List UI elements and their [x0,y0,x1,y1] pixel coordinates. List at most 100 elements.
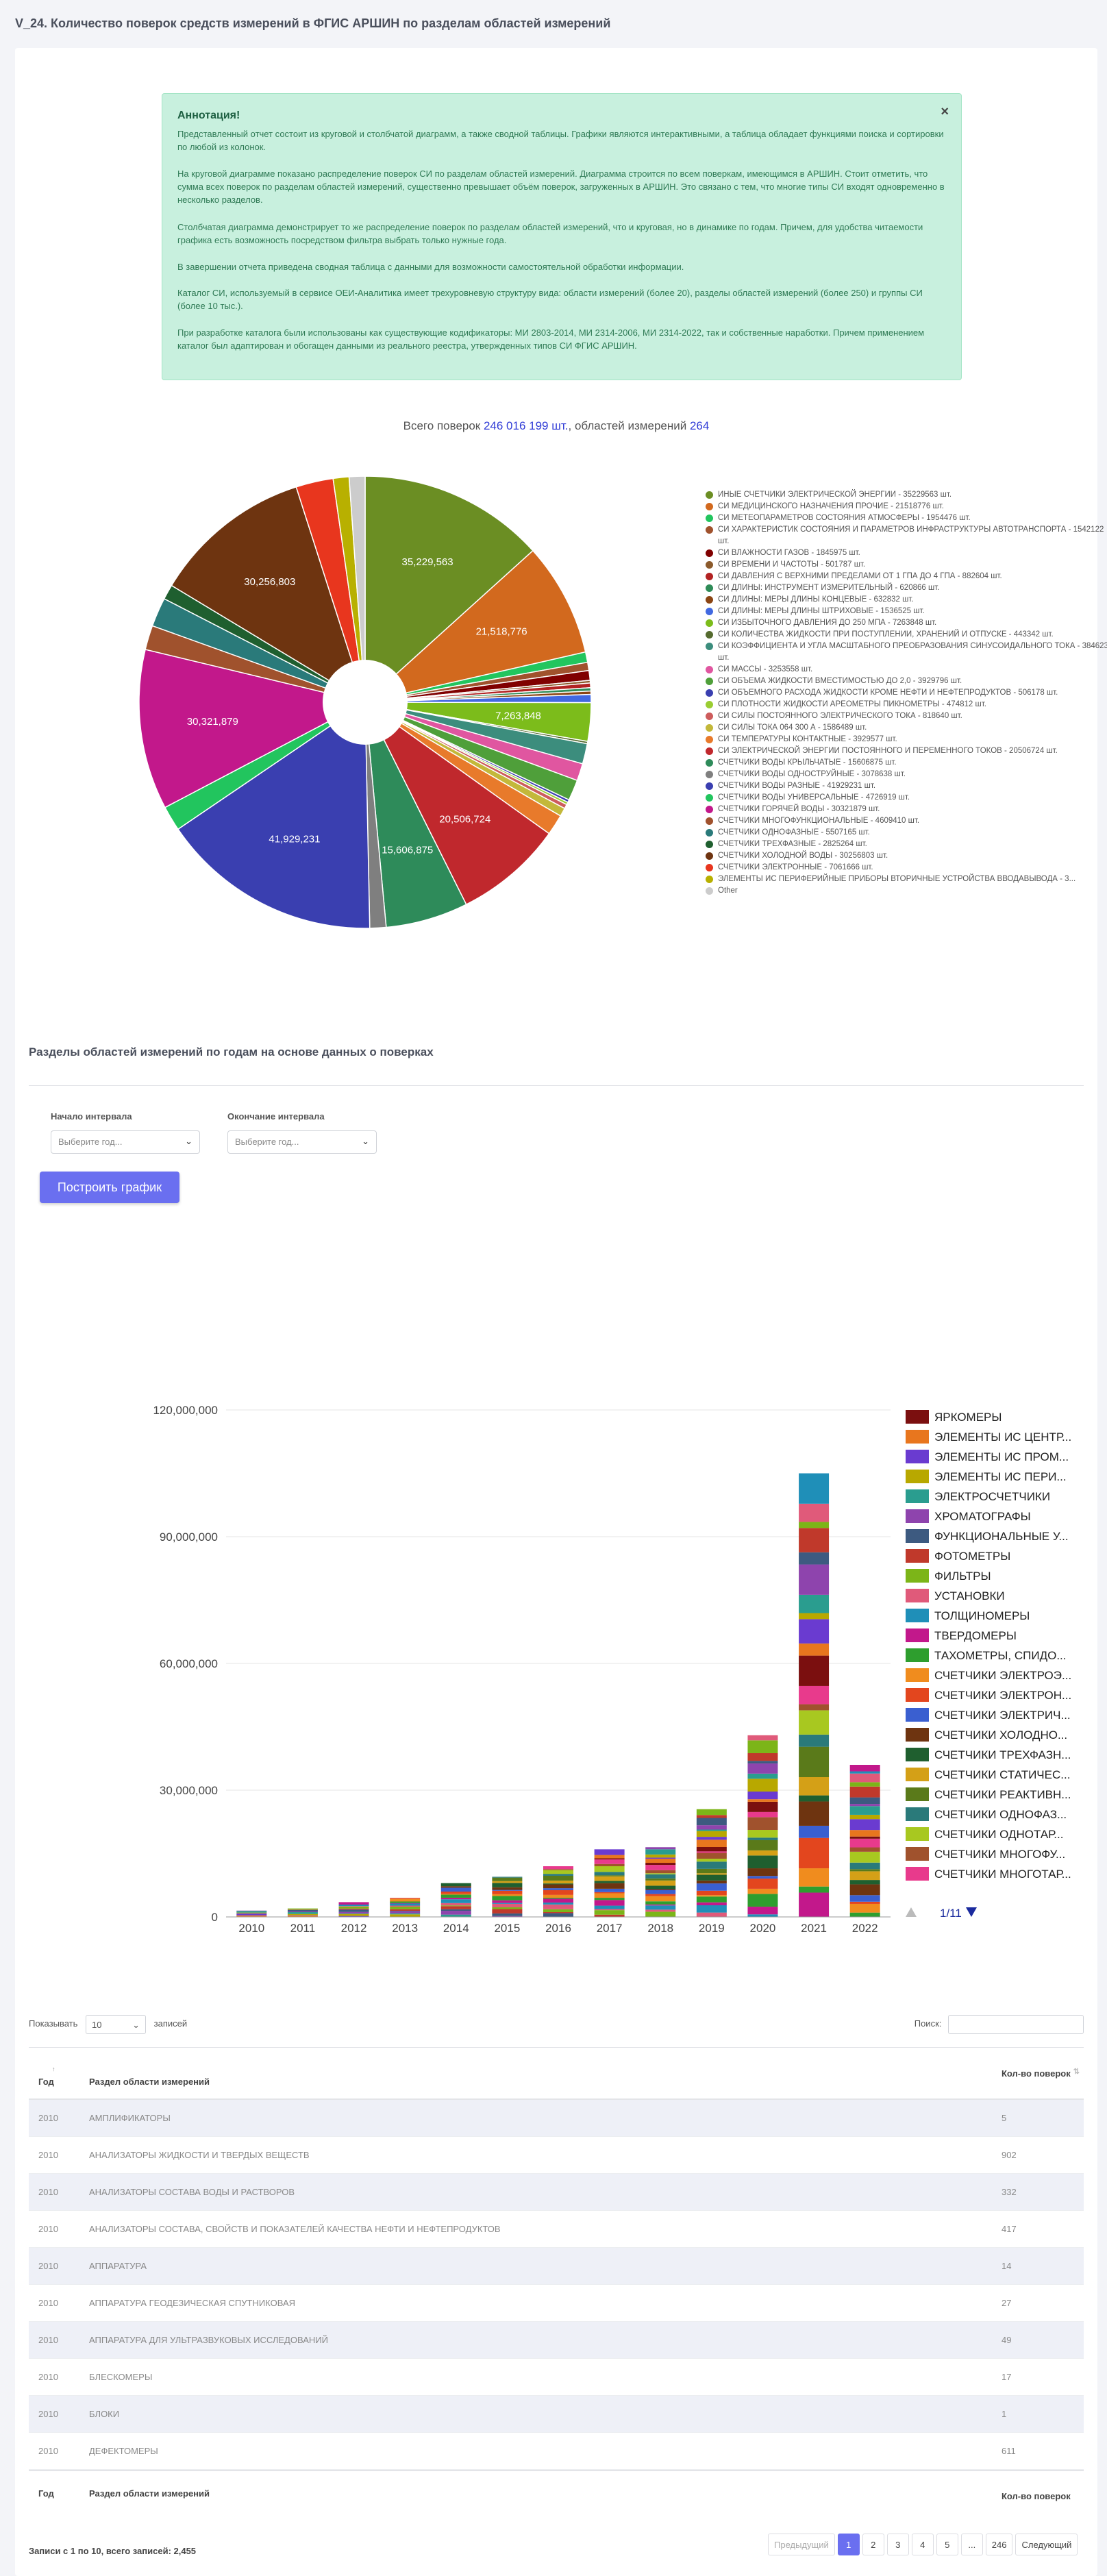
bar-segment [543,1898,573,1903]
bar-segment [696,1874,727,1881]
legend-dot [706,526,713,534]
legend-label: СИ КОЭФФИЦИЕНТА И УГЛА МАСШТАБНОГО ПРЕОБ… [718,642,1107,662]
pie-legend-item[interactable]: СЧЕТЧИКИ ОДНОФАЗНЫЕ - 5507165 шт. [706,827,1107,839]
bar-segment [799,1552,830,1565]
bar-chart[interactable]: 0 30,000,000 60,000,000 90,000,000 120,000,0… [15,1357,1097,1959]
pie-chart[interactable]: 35,229,563 21,518,776 7,263,848 20,506,724 1… [130,467,600,937]
pie-legend-item[interactable]: СЧЕТЧИКИ ТРЕХФАЗНЫЕ - 2825264 шт. [706,839,1107,850]
pie-legend-item[interactable]: СИ ПЛОТНОСТИ ЖИДКОСТИ АРЕОМЕТРЫ ПИКНОМЕТ… [706,699,1107,710]
search-input[interactable] [948,2014,1084,2034]
bar-segment [287,1912,318,1914]
bar-segment [747,1817,778,1831]
sort-asc-icon: ↑ [52,2065,55,2072]
pie-legend-item[interactable]: СЧЕТЧИКИ ЭЛЕКТРОННЫЕ - 7061666 шт. [706,862,1107,874]
pie-legend-item[interactable]: СИ ОБЪЕМНОГО РАСХОДА ЖИДКОСТИ КРОМЕ НЕФТ… [706,687,1107,699]
pie-legend-item[interactable]: СЧЕТЧИКИ ВОДЫ РАЗНЫЕ - 41929231 шт. [706,780,1107,792]
col-header-section[interactable]: Раздел области измерений [89,2076,210,2087]
bar-segment [799,1825,830,1838]
bar-segment [390,1903,421,1904]
pie-legend-item[interactable]: Other [706,885,1107,897]
page-button[interactable]: 1 [837,2534,860,2555]
pie-legend-item[interactable]: СИ ДЛИНЫ: ИНСТРУМЕНТ ИЗМЕРИТЕЛЬНЫЙ - 620… [706,582,1107,594]
pie-legend-item[interactable]: СИ ЭЛЕКТРИЧЕСКОЙ ЭНЕРГИИ ПОСТОЯННОГО И П… [706,745,1107,757]
bar-segment [645,1863,676,1866]
col-header-year[interactable]: Год ↑ [29,2060,77,2087]
legend-label: СИ МЕДИЦИНСКОГО НАЗНАЧЕНИЯ ПРОЧИЕ - 2151… [718,502,944,510]
pie-legend-item[interactable]: СЧЕТЧИКИ ГОРЯЧЕЙ ВОДЫ - 30321879 шт. [706,804,1107,815]
pie-legend-item[interactable]: СИ ИЗБЫТОЧНОГО ДАВЛЕНИЯ ДО 250 МПА - 726… [706,617,1107,629]
close-icon[interactable]: × [941,104,949,119]
start-interval-label: Начало интервала [51,1111,132,1122]
pie-legend-item[interactable]: ЭЛЕМЕНТЫ ИС ПЕРИФЕРИЙНЫЕ ПРИБОРЫ ВТОРИЧН… [706,874,1107,885]
bar-segment [696,1825,727,1830]
bar-segment [747,1801,778,1812]
table-row: 2010 АНАЛИЗАТОРЫ ЖИДКОСТИ И ТВЕРДЫХ ВЕЩЕС… [29,2137,1084,2174]
page-button[interactable]: 3 [886,2534,909,2555]
bar-segment [440,1903,471,1906]
legend-label: СИ ТЕМПЕРАТУРЫ КОНТАКТНЫЕ - 3929577 шт. [718,735,897,743]
length-select[interactable]: 10 ⌄ [86,2014,146,2034]
pie-legend-item[interactable]: СИ СИЛЫ ПОСТОЯННОГО ЭЛЕКТРИЧЕСКОГО ТОКА … [706,710,1107,722]
next-page-button[interactable]: Следующий [1015,2534,1078,2555]
pie-legend-item[interactable]: СИ ДАВЛЕНИЯ С ВЕРХНИМИ ПРЕДЕЛАМИ ОТ 1 ГП… [706,571,1107,582]
pie-legend-item[interactable]: СИ ВРЕМЕНИ И ЧАСТОТЫ - 501787 шт. [706,559,1107,571]
report-card: Аннотация! × Представленный отчет состои… [15,48,1107,2576]
pie-legend-item[interactable]: СИ КОЭФФИЦИЕНТА И УГЛА МАСШТАБНОГО ПРЕОБ… [706,641,1107,664]
pie-legend-item[interactable]: СИ МЕДИЦИНСКОГО НАЗНАЧЕНИЯ ПРОЧИЕ - 2151… [706,501,1107,512]
bar-segment [747,1740,778,1753]
legend-label: Other [718,887,738,895]
legend-label: СИ МЕТЕОПАРАМЕТРОВ СОСТОЯНИЯ АТМОСФЕРЫ -… [718,514,971,522]
pie-legend-item[interactable]: СИ МЕТЕОПАРАМЕТРОВ СОСТОЯНИЯ АТМОСФЕРЫ -… [706,512,1107,524]
col-header-count[interactable]: Кол-во поверок ⇅ [996,2068,1084,2079]
pie-legend-item[interactable]: СИ ДЛИНЫ: МЕРЫ ДЛИНЫ ШТРИХОВЫЕ - 1536525… [706,606,1107,617]
legend-dot [706,666,713,673]
start-year-select[interactable]: Выберите год... ⌄ [51,1130,200,1154]
legend-dot [706,713,713,720]
bar-segment [799,1522,830,1528]
bar-segment [799,1594,830,1613]
pie-legend-item[interactable]: ИНЫЕ СЧЕТЧИКИ ЭЛЕКТРИЧЕСКОЙ ЭНЕРГИИ - 35… [706,489,1107,501]
pie-legend-item[interactable]: СЧЕТЧИКИ ВОДЫ КРЫЛЬЧАТЫЕ - 15606875 шт. [706,757,1107,769]
totals-prefix: Всего поверок [403,419,484,432]
bar-segment [696,1873,727,1875]
bar-segment [799,1503,830,1522]
bar-segment [645,1878,676,1881]
pie-legend-item[interactable]: СИ ОБЪЕМА ЖИДКОСТИ ВМЕСТИМОСТЬЮ ДО 2,0 -… [706,676,1107,687]
pie-legend-item[interactable]: СИ СИЛЫ ТОКА 064 300 А - 1586489 шт. [706,722,1107,734]
prev-page-button[interactable]: Предыдущий [768,2534,835,2555]
bar-segment [696,1831,727,1837]
x-tick-label: 2010 [238,1922,264,1935]
pie-legend-item[interactable]: СИ ХАРАКТЕРИСТИК СОСТОЯНИЯ И ПАРАМЕТРОВ … [706,524,1107,547]
pie-legend-item[interactable]: СИ ДЛИНЫ: МЕРЫ ДЛИНЫ КОНЦЕВЫЕ - 632832 ш… [706,594,1107,606]
end-year-select[interactable]: Выберите год... ⌄ [227,1130,377,1154]
pie-legend-item[interactable]: СЧЕТЧИКИ ХОЛОДНОЙ ВОДЫ - 30256803 шт. [706,850,1107,862]
cell-year: 2010 [38,2261,58,2271]
pie-legend-item[interactable]: СЧЕТЧИКИ МНОГОФУНКЦИОНАЛЬНЫЕ - 4609410 ш… [706,815,1107,827]
bar-segment [492,1903,523,1904]
bar-segment [492,1890,523,1894]
bar-legend-swatch [906,1708,929,1722]
y-tick-label: 60,000,000 [160,1657,218,1670]
legend-label: СЧЕТЧИКИ ЭЛЕКТРОННЫЕ - 7061666 шт. [718,863,873,871]
pie-legend-item[interactable]: СИ ТЕМПЕРАТУРЫ КОНТАКТНЫЕ - 3929577 шт. [706,734,1107,745]
pie-legend-item[interactable]: СИ ВЛАЖНОСТИ ГАЗОВ - 1845975 шт. [706,547,1107,559]
page-button[interactable]: 2 [862,2534,884,2555]
pie-legend-item[interactable]: СИ КОЛИЧЕСТВА ЖИДКОСТИ ПРИ ПОСТУПЛЕНИИ, … [706,629,1107,641]
cell-year: 2010 [38,2335,58,2345]
bar-segment [747,1753,778,1761]
page-button[interactable]: 4 [911,2534,934,2555]
bar-segment [492,1916,523,1917]
page-button[interactable]: 5 [936,2534,958,2555]
legend-dot [706,515,713,522]
pie-legend-item[interactable]: СЧЕТЧИКИ ВОДЫ ОДНОСТРУЙНЫЕ - 3078638 шт. [706,769,1107,780]
bar-segment [492,1900,523,1903]
bar-legend-swatch [906,1450,929,1463]
cell-section: ДЕФЕКТОМЕРЫ [89,2446,158,2456]
table-row: 2010 АНАЛИЗАТОРЫ СОСТАВА ВОДЫ И РАСТВОРОВ… [29,2174,1084,2211]
build-chart-button[interactable]: Построить график [40,1172,179,1203]
bar-segment [849,1786,880,1798]
page-button[interactable]: 246 [985,2534,1013,2555]
pie-legend-item[interactable]: СИ МАССЫ - 3253558 шт. [706,664,1107,676]
pie-legend-item[interactable]: СЧЕТЧИКИ ВОДЫ УНИВЕРСАЛЬНЫЕ - 4726919 шт… [706,792,1107,804]
bar-segment [645,1909,676,1912]
